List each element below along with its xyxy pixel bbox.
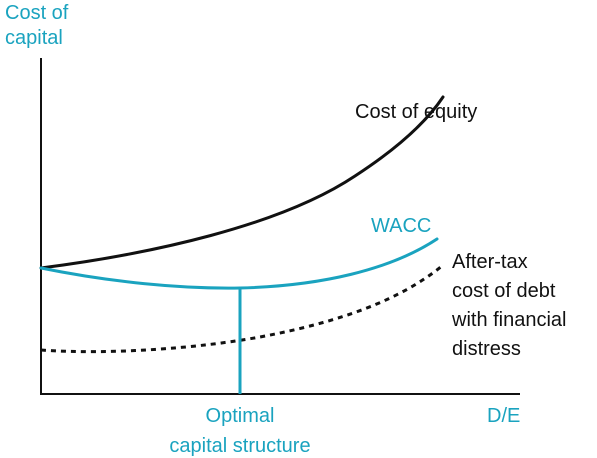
y-axis-label-line-2: capital bbox=[5, 27, 63, 49]
cost-of-debt-curve bbox=[40, 264, 443, 354]
cost-of-debt-label-line-2: cost of debt bbox=[452, 280, 556, 302]
cost-of-debt-label-line-4: distress bbox=[452, 338, 521, 360]
cost-of-equity-label: Cost of equity bbox=[355, 101, 477, 123]
optimal-label-line-2: capital structure bbox=[169, 435, 310, 457]
x-axis-label: D/E bbox=[487, 405, 520, 427]
y-axis-label-line-1: Cost of bbox=[5, 2, 69, 24]
wacc-label: WACC bbox=[371, 215, 431, 237]
cost-of-equity-curve bbox=[39, 95, 445, 270]
wacc-curve bbox=[39, 237, 439, 290]
optimal-label-line-1: Optimal bbox=[206, 405, 275, 427]
cost-of-debt-label-line-1: After-tax bbox=[452, 251, 528, 273]
cost-of-debt-label-line-3: with financial bbox=[451, 309, 567, 331]
